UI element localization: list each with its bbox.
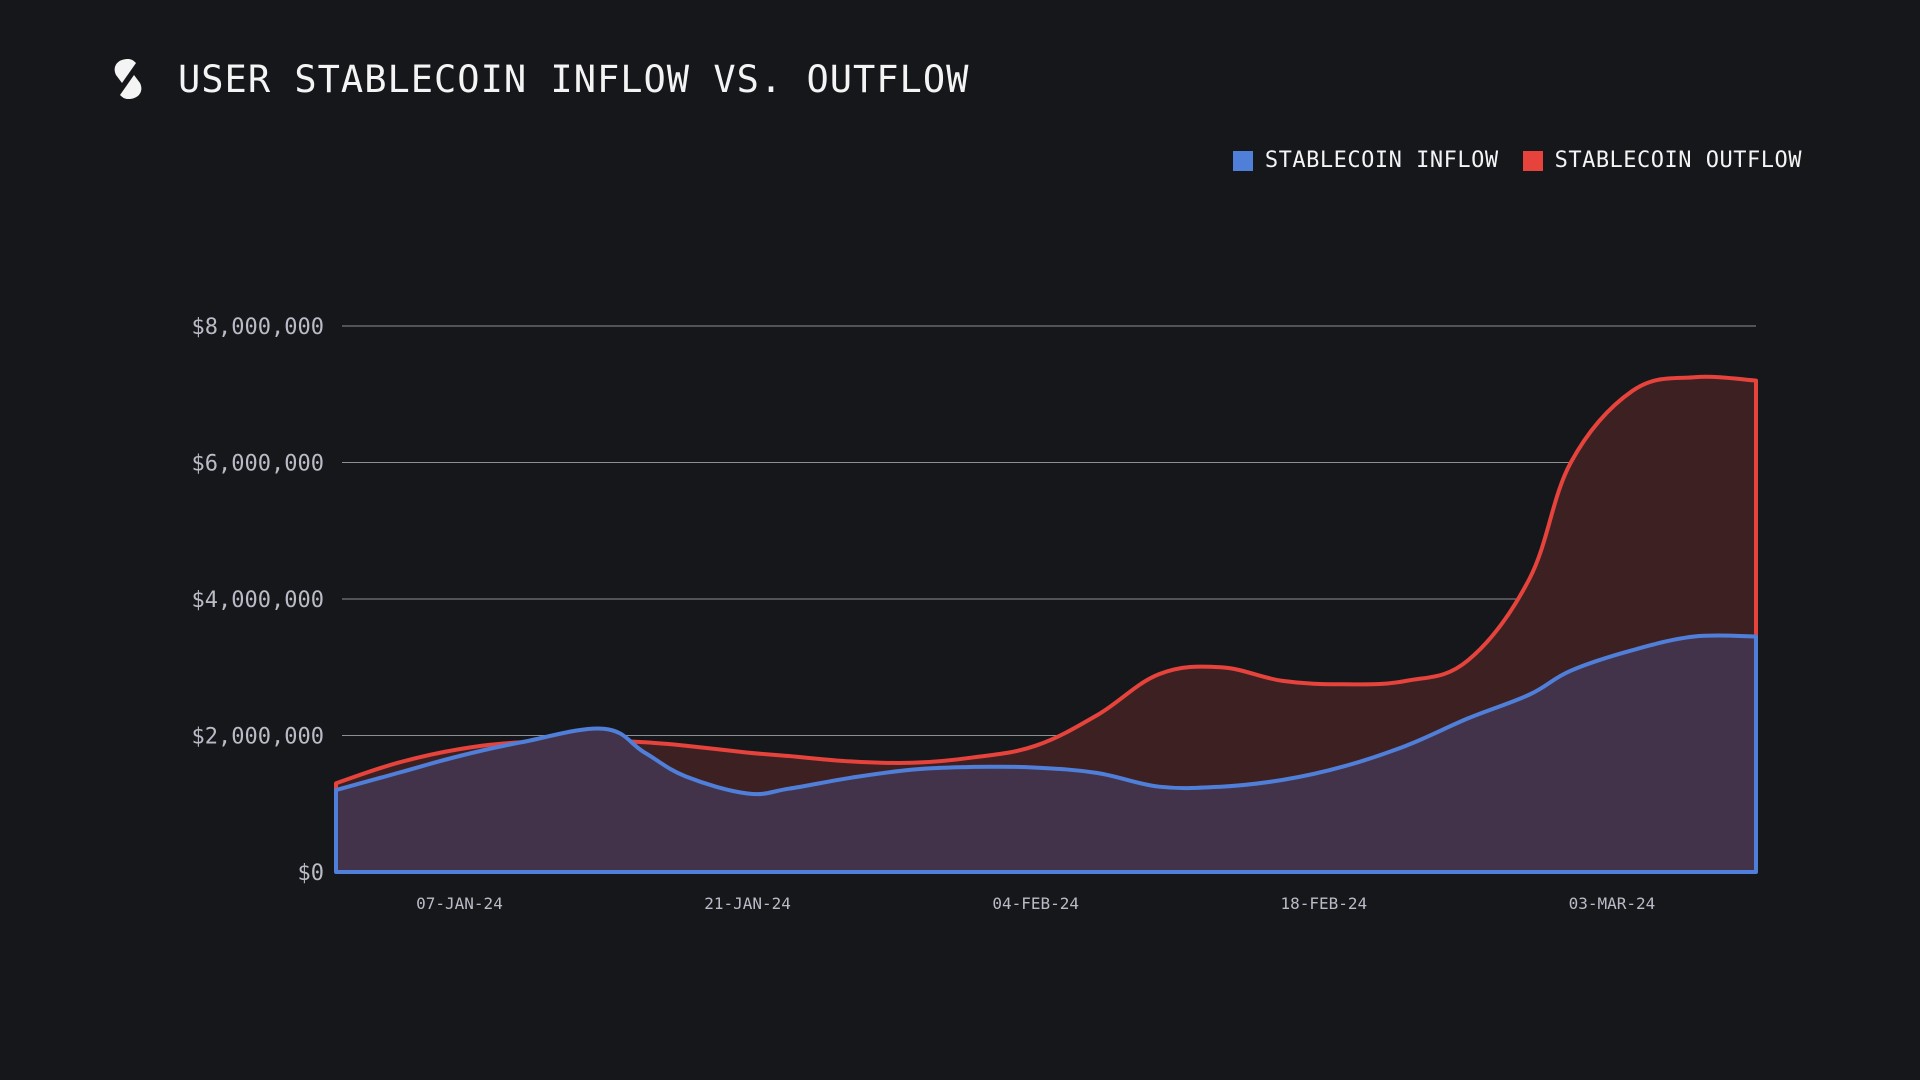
- legend-label-inflow: STABLECOIN INFLOW: [1264, 148, 1499, 173]
- x-tick-label: 07-JAN-24: [416, 894, 503, 913]
- legend-item-inflow[interactable]: STABLECOIN INFLOW: [1232, 148, 1499, 173]
- chart-legend: STABLECOIN INFLOW STABLECOIN OUTFLOW: [1232, 148, 1802, 173]
- legend-item-outflow[interactable]: STABLECOIN OUTFLOW: [1522, 148, 1802, 173]
- legend-swatch-outflow: [1522, 150, 1543, 171]
- series-line-inflow[interactable]: [334, 633, 1758, 874]
- area-fill-inflow: [336, 635, 1756, 872]
- s-slash-logo-icon: [110, 56, 146, 102]
- x-tick-label: 04-FEB-24: [992, 894, 1079, 913]
- legend-label-outflow: STABLECOIN OUTFLOW: [1554, 148, 1802, 173]
- y-tick-label: $0: [298, 861, 325, 886]
- y-axis: $0 $2,000,000 $4,000,000 $6,000,000 $8,000,0…: [192, 315, 324, 886]
- legend-swatch-inflow: [1232, 150, 1253, 171]
- x-tick-label: 21-JAN-24: [704, 894, 791, 913]
- y-tick-label: $4,000,000: [192, 588, 324, 613]
- chart-header: USER STABLECOIN INFLOW VS. OUTFLOW: [110, 56, 969, 102]
- y-tick-label: $8,000,000: [192, 315, 324, 340]
- x-tick-label: 18-FEB-24: [1280, 894, 1367, 913]
- y-tick-label: $6,000,000: [192, 452, 324, 477]
- x-tick-label: 03-MAR-24: [1569, 894, 1656, 913]
- x-axis: 07-JAN-24 21-JAN-24 04-FEB-24 18-FEB-24 03-M…: [416, 894, 1655, 913]
- y-tick-label: $2,000,000: [192, 725, 324, 750]
- chart-title: USER STABLECOIN INFLOW VS. OUTFLOW: [178, 57, 970, 101]
- area-layer: [334, 374, 1758, 874]
